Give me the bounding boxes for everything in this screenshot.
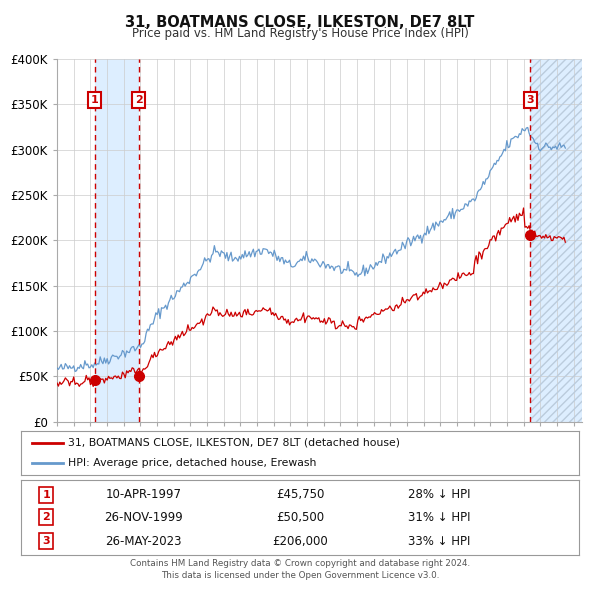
Text: 31% ↓ HPI: 31% ↓ HPI: [408, 510, 471, 524]
Text: 3: 3: [527, 95, 534, 105]
Text: 33% ↓ HPI: 33% ↓ HPI: [409, 535, 470, 548]
Bar: [95, 59, 139, 422]
Text: Contains HM Land Registry data © Crown copyright and database right 2024.: Contains HM Land Registry data © Crown c…: [130, 559, 470, 568]
Text: 31, BOATMANS CLOSE, ILKESTON, DE7 8LT: 31, BOATMANS CLOSE, ILKESTON, DE7 8LT: [125, 15, 475, 30]
Text: Price paid vs. HM Land Registry's House Price Index (HPI): Price paid vs. HM Land Registry's House …: [131, 27, 469, 40]
Text: 3: 3: [42, 536, 50, 546]
Text: 31, BOATMANS CLOSE, ILKESTON, DE7 8LT (detached house): 31, BOATMANS CLOSE, ILKESTON, DE7 8LT (d…: [68, 438, 400, 448]
Text: £50,500: £50,500: [276, 510, 324, 524]
Bar: [530, 59, 582, 422]
Text: 2: 2: [42, 512, 50, 522]
Text: 10-APR-1997: 10-APR-1997: [106, 488, 182, 501]
Text: 1: 1: [42, 490, 50, 500]
Text: 26-NOV-1999: 26-NOV-1999: [104, 510, 183, 524]
Bar: [530, 59, 582, 422]
Text: This data is licensed under the Open Government Licence v3.0.: This data is licensed under the Open Gov…: [161, 571, 439, 579]
Text: 28% ↓ HPI: 28% ↓ HPI: [408, 488, 471, 501]
Text: HPI: Average price, detached house, Erewash: HPI: Average price, detached house, Erew…: [68, 458, 317, 468]
Text: 2: 2: [135, 95, 143, 105]
Text: £206,000: £206,000: [272, 535, 328, 548]
Text: 26-MAY-2023: 26-MAY-2023: [106, 535, 182, 548]
Text: 1: 1: [91, 95, 99, 105]
Text: £45,750: £45,750: [276, 488, 324, 501]
